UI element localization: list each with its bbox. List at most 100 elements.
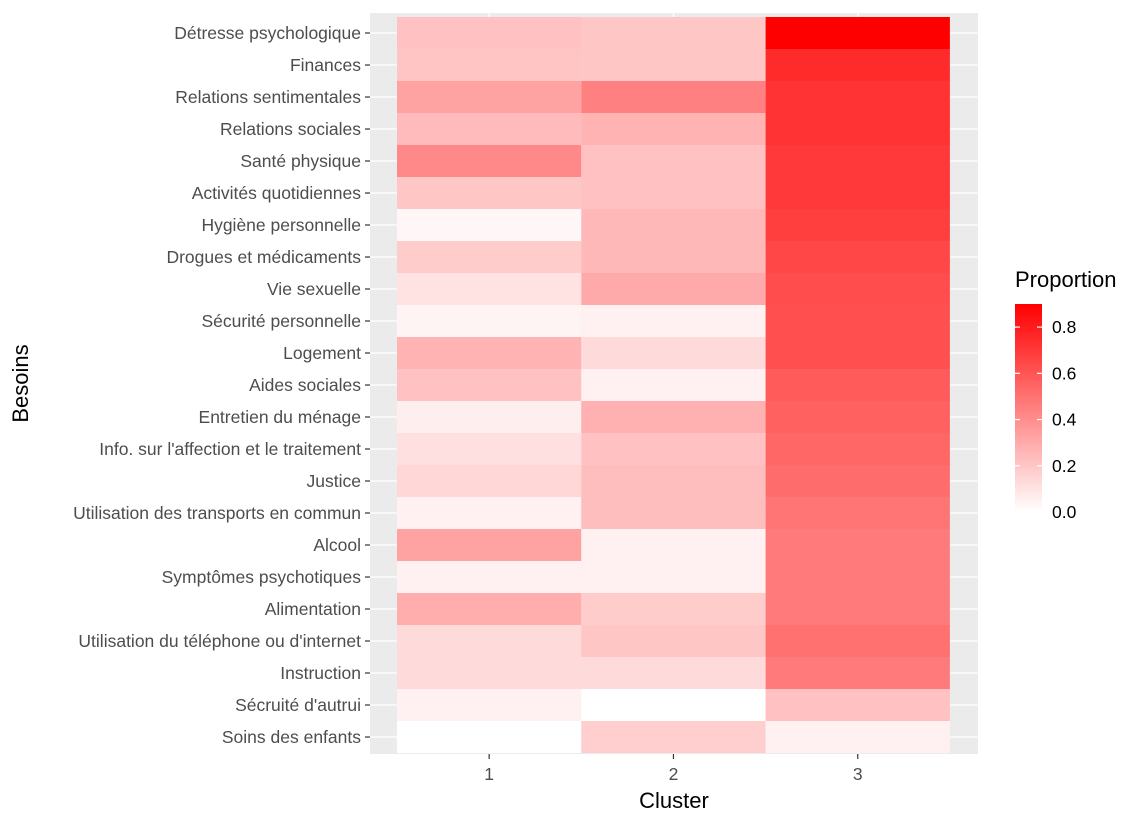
heatmap-cell [397,113,582,145]
heatmap-cell [765,689,950,721]
heatmap-cell [581,433,766,465]
heatmap-cell [581,497,766,529]
y-tick-label: Symptômes psychotiques [162,567,362,587]
heatmap-cell [397,209,582,241]
heatmap-cell [581,113,766,145]
heatmap-cell [765,337,950,369]
heatmap-cell [397,241,582,273]
y-tick-label: Santé physique [240,151,361,171]
heatmap-cell [765,177,950,209]
heatmap-cell [765,593,950,625]
y-tick-label: Sécurité personnelle [201,311,361,331]
heatmap-cell [397,305,582,337]
heatmap-cell [581,17,766,49]
x-tick-label: 1 [484,764,494,784]
legend-tick-label: 0.6 [1052,363,1076,383]
heatmap-cell [397,49,582,81]
heatmap-cell [581,209,766,241]
heatmap-cell [397,177,582,209]
heatmap-cell [397,17,582,49]
y-tick-label: Drogues et médicaments [166,247,361,267]
legend-tick-label: 0.8 [1052,317,1076,337]
heatmap-cell [581,465,766,497]
heatmap-cell [765,305,950,337]
heatmap-cell [397,81,582,113]
legend-title: Proportion [1015,267,1117,292]
heatmap-cell [765,209,950,241]
heatmap-cell [765,81,950,113]
y-tick-label: Justice [307,471,361,491]
y-tick-label: Logement [283,343,361,363]
heatmap-cell [397,337,582,369]
y-tick-label: Entretien du ménage [199,407,361,427]
heatmap-cell [765,657,950,689]
heatmap-cell [397,369,582,401]
y-tick-label: Soins des enfants [222,727,361,747]
heatmap-cell [581,561,766,593]
heatmap-cell [765,529,950,561]
heatmap-cell [765,241,950,273]
y-tick-label: Détresse psychologique [174,23,361,43]
x-tick-label: 3 [853,764,863,784]
x-axis-title: Cluster [639,788,709,813]
y-tick-label: Aides sociales [249,375,361,395]
heatmap-cell [581,593,766,625]
heatmap-cell [765,17,950,49]
heatmap-cell [581,49,766,81]
heatmap-cell [397,497,582,529]
heatmap-cell [397,721,582,753]
y-tick-label: Alcool [313,535,361,555]
heatmap-cell [581,241,766,273]
heatmap-cell [581,337,766,369]
heatmap-cell [397,689,582,721]
heatmap-cell [765,369,950,401]
heatmap-cell [581,625,766,657]
legend-colorbar [1015,304,1042,512]
heatmap-cell [397,625,582,657]
heatmap-cell [765,401,950,433]
y-tick-label: Activités quotidiennes [192,183,362,203]
y-tick-label: Finances [290,55,361,75]
heatmap-cell [397,145,582,177]
legend-tick-label: 0.2 [1052,456,1076,476]
legend-tick-label: 0.4 [1052,410,1077,430]
heatmap-cell [765,465,950,497]
heatmap-cell [765,273,950,305]
heatmap-cell [581,401,766,433]
y-tick-label: Alimentation [265,599,361,619]
heatmap-cell [765,49,950,81]
heatmap-cell [581,177,766,209]
heatmap-cell [397,593,582,625]
heatmap-cell [397,657,582,689]
heatmap-cell [765,625,950,657]
heatmap-cell [765,497,950,529]
heatmap-cell [581,369,766,401]
heatmap-cell [581,529,766,561]
heatmap-cell [581,689,766,721]
heatmap-cell [581,145,766,177]
heatmap-cell [581,721,766,753]
y-tick-label: Utilisation des transports en commun [73,503,361,523]
y-tick-label: Relations sociales [220,119,361,139]
x-tick-label: 2 [669,764,679,784]
y-tick-label: Hygiène personnelle [201,215,361,235]
heatmap-cell [397,401,582,433]
heatmap-cell [397,529,582,561]
heatmap-cell [765,145,950,177]
y-tick-label: Info. sur l'affection et le traitement [99,439,361,459]
heatmap-cell [397,433,582,465]
heatmap-cell [765,561,950,593]
heatmap-cell [765,721,950,753]
heatmap-cell [581,273,766,305]
heatmap-cell [397,561,582,593]
heatmap-cell [581,81,766,113]
y-tick-label: Relations sentimentales [175,87,361,107]
heatmap-cell [765,113,950,145]
y-tick-label: Sécruité d'autrui [235,695,361,715]
heatmap-cell [397,465,582,497]
legend-tick-label: 0.0 [1052,502,1077,522]
y-tick-label: Vie sexuelle [267,279,361,299]
heatmap-cell [397,273,582,305]
